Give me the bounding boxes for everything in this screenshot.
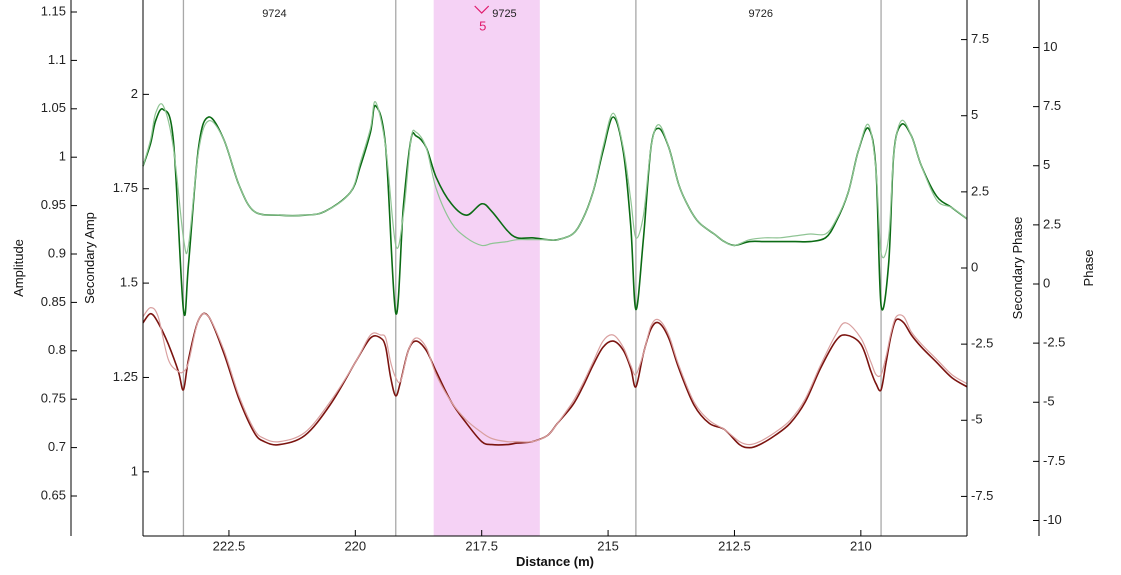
secondary-amp-tick-label: 1 [131, 463, 138, 478]
amplitude-tick-label: 0.95 [41, 197, 66, 212]
amplitude-tick-label: 0.85 [41, 294, 66, 309]
amplitude-axis-ticks: 1.15 1.1 1.05 1 0.95 0.9 0.85 0.8 0.75 0.7 0.65 [41, 3, 77, 502]
x-tick-label: 222.5 [213, 538, 246, 553]
phase-tick-label: -5 [1043, 394, 1055, 409]
x-tick-label: 215 [597, 538, 619, 553]
phase-axis-ticks: 10 7.5 5 2.5 0 -2.5 -5 -7.5 -10 [1033, 39, 1065, 527]
secondary-amp-tick-label: 1.5 [120, 275, 138, 290]
segment-label: 9725 [492, 8, 516, 20]
phase-tick-label: 5 [1043, 157, 1050, 172]
series-line-amp-1 [142, 101, 968, 259]
segment-label: 9724 [262, 8, 286, 20]
amplitude-tick-label: 0.7 [48, 439, 66, 454]
x-tick-label: 217.5 [465, 538, 498, 553]
phase-tick-label: -2.5 [1043, 335, 1065, 350]
secondary-amp-axis-ticks: 2 1.75 1.5 1.25 1 [113, 86, 149, 478]
phase-tick-label: 7.5 [1043, 98, 1061, 113]
marker-label: 5 [479, 18, 486, 33]
series-line-phase-3 [142, 306, 968, 446]
amplitude-tick-label: 1.15 [41, 3, 66, 18]
marker: 5 [474, 5, 490, 33]
secondary-phase-axis-ticks: 7.5 5 2.5 0 -2.5 -5 -7.5 [961, 31, 993, 503]
secondary-amp-tick-label: 1.75 [113, 180, 138, 195]
secondary-phase-tick-label: 5 [971, 107, 978, 122]
phase-tick-label: -7.5 [1043, 453, 1065, 468]
x-tick-label: 220 [344, 538, 366, 553]
x-tick-label: 212.5 [718, 538, 751, 553]
secondary-phase-axis-title: Secondary Phase [1010, 217, 1025, 320]
secondary-amp-axis-title: Secondary Amp [82, 212, 97, 304]
secondary-amp-tick-label: 2 [131, 86, 138, 101]
phase-tick-label: -10 [1043, 512, 1062, 527]
secondary-phase-tick-label: -7.5 [971, 488, 993, 503]
phase-axis-title: Phase [1081, 250, 1096, 287]
series-lines [142, 101, 968, 449]
amplitude-tick-label: 0.65 [41, 487, 66, 502]
secondary-phase-tick-label: 0 [971, 259, 978, 274]
marker-chevron [474, 5, 490, 14]
amplitude-axis-title: Amplitude [11, 239, 26, 297]
amplitude-tick-label: 1.1 [48, 52, 66, 67]
segment-label: 9726 [749, 8, 773, 20]
amplitude-tick-label: 1 [59, 149, 66, 164]
fiducial-lines [182, 0, 882, 536]
secondary-phase-tick-label: 7.5 [971, 31, 989, 46]
segment-labels: 9724 9725 9726 [262, 8, 773, 20]
phase-tick-label: 0 [1043, 275, 1050, 290]
amplitude-tick-label: 0.9 [48, 245, 66, 260]
series-line-phase-2 [142, 312, 968, 449]
secondary-phase-tick-label: 2.5 [971, 183, 989, 198]
x-tick-label: 210 [850, 538, 872, 553]
secondary-phase-tick-label: -2.5 [971, 336, 993, 351]
series-line-amp-0 [142, 104, 968, 317]
x-axis-title: Distance (m) [516, 554, 594, 569]
amplitude-tick-label: 1.05 [41, 100, 66, 115]
amplitude-tick-label: 0.8 [48, 342, 66, 357]
x-axis-ticks: 222.5 220 217.5 215 212.5 210 [213, 530, 872, 553]
secondary-amp-tick-label: 1.25 [113, 369, 138, 384]
amplitude-tick-label: 0.75 [41, 391, 66, 406]
phase-tick-label: 10 [1043, 39, 1057, 54]
secondary-phase-tick-label: -5 [971, 412, 983, 427]
phase-tick-label: 2.5 [1043, 216, 1061, 231]
highlight-region [433, 0, 540, 536]
